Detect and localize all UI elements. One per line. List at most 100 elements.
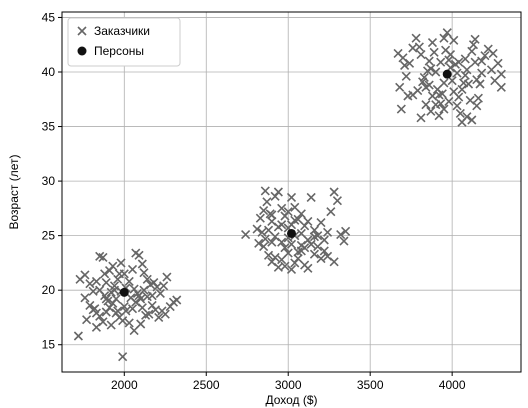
customer-point bbox=[82, 315, 92, 325]
customer-point bbox=[277, 220, 287, 230]
customer-point bbox=[426, 64, 436, 74]
customer-point bbox=[322, 227, 333, 237]
data-points bbox=[73, 28, 506, 362]
customer-point bbox=[424, 56, 434, 66]
x-tick-label: 3500 bbox=[357, 378, 384, 392]
y-axis-label: Возраст (лет) bbox=[7, 155, 21, 230]
customer-point bbox=[419, 72, 429, 83]
customer-point bbox=[496, 82, 506, 92]
customer-point bbox=[427, 37, 438, 48]
customer-point bbox=[306, 192, 316, 203]
customer-point bbox=[80, 270, 90, 280]
customer-point bbox=[475, 79, 485, 89]
customer-point bbox=[445, 49, 456, 60]
customer-point bbox=[468, 40, 479, 50]
legend-label-customers: Заказчики bbox=[94, 24, 150, 38]
customer-point bbox=[439, 33, 449, 43]
customer-point bbox=[273, 187, 283, 197]
customer-point bbox=[101, 294, 111, 304]
x-tick-label: 2500 bbox=[193, 378, 220, 392]
customer-point bbox=[118, 352, 128, 362]
persona-point bbox=[442, 69, 452, 79]
customer-point bbox=[85, 279, 95, 289]
customer-point bbox=[424, 80, 434, 90]
customer-point bbox=[159, 281, 169, 291]
customer-point bbox=[286, 264, 297, 275]
customer-point bbox=[436, 57, 446, 67]
customer-point bbox=[100, 269, 110, 279]
customer-point bbox=[426, 106, 436, 116]
legend-label-personas: Персоны bbox=[94, 44, 144, 58]
customer-point bbox=[421, 100, 431, 110]
customer-point bbox=[452, 101, 462, 111]
customer-point bbox=[111, 294, 121, 304]
customer-point bbox=[400, 60, 410, 71]
customer-point bbox=[106, 287, 116, 297]
customer-point bbox=[136, 294, 146, 304]
customer-point bbox=[290, 215, 300, 225]
customer-point bbox=[454, 57, 464, 67]
customer-point bbox=[296, 228, 306, 239]
customer-point bbox=[127, 264, 138, 275]
customer-point bbox=[144, 309, 154, 319]
grid-lines bbox=[62, 12, 521, 372]
customer-point bbox=[142, 274, 152, 284]
customer-point bbox=[488, 48, 498, 59]
y-tick-label: 40 bbox=[42, 65, 56, 79]
customer-point bbox=[437, 89, 447, 99]
customer-point bbox=[431, 67, 441, 77]
customer-point bbox=[477, 68, 487, 78]
legend-marker-customers bbox=[77, 26, 87, 36]
customer-point bbox=[401, 71, 411, 81]
customer-point bbox=[339, 236, 349, 246]
customer-point bbox=[442, 28, 452, 38]
legend-x-marker bbox=[77, 26, 87, 36]
customer-point bbox=[303, 263, 313, 273]
customer-point bbox=[119, 301, 129, 312]
customer-point bbox=[124, 318, 134, 328]
customer-point bbox=[241, 229, 251, 240]
customer-point bbox=[137, 259, 147, 269]
customer-point bbox=[493, 58, 503, 68]
customer-point bbox=[296, 246, 306, 256]
customer-point bbox=[439, 78, 449, 88]
customer-point bbox=[95, 311, 105, 321]
customer-point bbox=[101, 277, 111, 288]
customer-point bbox=[416, 49, 426, 60]
customer-point bbox=[309, 249, 320, 259]
customer-point bbox=[460, 54, 470, 64]
customer-point bbox=[127, 304, 138, 314]
customer-point bbox=[460, 70, 470, 80]
customer-point bbox=[98, 252, 108, 263]
customer-point bbox=[473, 93, 483, 103]
customer-point bbox=[467, 115, 477, 125]
customer-point bbox=[259, 241, 269, 252]
customer-point bbox=[114, 269, 124, 279]
customer-point bbox=[309, 225, 320, 235]
customer-point bbox=[336, 229, 346, 240]
customer-point bbox=[403, 91, 413, 101]
persona-point bbox=[119, 287, 129, 297]
customer-point bbox=[118, 316, 128, 326]
customer-point bbox=[341, 226, 351, 236]
customer-point bbox=[434, 111, 444, 121]
customer-point bbox=[329, 257, 339, 267]
customer-point bbox=[255, 213, 265, 223]
legend: Заказчики Персоны bbox=[67, 17, 181, 67]
customer-point bbox=[455, 108, 465, 119]
customer-point bbox=[444, 55, 454, 65]
customer-point bbox=[267, 237, 277, 247]
customer-point bbox=[283, 248, 293, 258]
customer-point bbox=[108, 261, 118, 271]
customer-point bbox=[257, 227, 267, 237]
customer-point bbox=[263, 250, 274, 260]
customer-point bbox=[106, 320, 116, 330]
customer-point bbox=[260, 186, 270, 196]
customer-point bbox=[124, 276, 134, 287]
customer-point bbox=[262, 197, 272, 207]
customer-point bbox=[496, 69, 506, 79]
y-tick-label: 25 bbox=[42, 229, 56, 243]
axis-ticks: 2000 2500 3000 3500 4000 15 20 25 30 35 40 45 bbox=[42, 10, 466, 392]
y-tick-label: 20 bbox=[42, 283, 56, 297]
customer-point bbox=[480, 51, 490, 61]
